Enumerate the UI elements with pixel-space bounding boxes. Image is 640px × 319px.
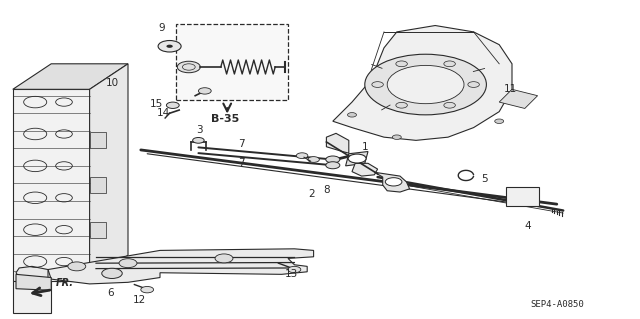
Polygon shape bbox=[16, 266, 48, 281]
Text: 14: 14 bbox=[157, 108, 170, 118]
Text: 7: 7 bbox=[239, 158, 245, 168]
Polygon shape bbox=[13, 64, 128, 89]
Polygon shape bbox=[16, 274, 51, 290]
Text: 10: 10 bbox=[106, 78, 118, 88]
Circle shape bbox=[288, 266, 301, 273]
Text: 13: 13 bbox=[285, 269, 298, 279]
Circle shape bbox=[396, 61, 408, 67]
Text: 8: 8 bbox=[323, 185, 330, 196]
Polygon shape bbox=[326, 133, 349, 153]
Circle shape bbox=[296, 153, 308, 159]
Circle shape bbox=[326, 156, 340, 163]
Circle shape bbox=[177, 61, 200, 73]
Text: 15: 15 bbox=[150, 99, 163, 109]
Circle shape bbox=[396, 102, 407, 108]
Polygon shape bbox=[352, 163, 378, 176]
Text: 9: 9 bbox=[159, 23, 165, 33]
Text: SEP4-A0850: SEP4-A0850 bbox=[530, 300, 584, 309]
Polygon shape bbox=[90, 64, 128, 281]
Polygon shape bbox=[333, 26, 512, 140]
Circle shape bbox=[468, 82, 479, 87]
Circle shape bbox=[348, 154, 366, 163]
Text: B-35: B-35 bbox=[211, 114, 239, 124]
Circle shape bbox=[495, 119, 504, 123]
Text: 11: 11 bbox=[504, 84, 517, 94]
Circle shape bbox=[444, 102, 456, 108]
Circle shape bbox=[102, 268, 122, 278]
Polygon shape bbox=[13, 89, 90, 281]
Circle shape bbox=[392, 135, 401, 139]
Text: 6: 6 bbox=[107, 288, 113, 298]
Text: 4: 4 bbox=[525, 221, 531, 232]
Circle shape bbox=[166, 45, 173, 48]
Text: 1: 1 bbox=[362, 142, 368, 152]
Bar bbox=[176, 24, 288, 100]
Text: 7: 7 bbox=[239, 139, 245, 149]
Circle shape bbox=[198, 88, 211, 94]
Circle shape bbox=[365, 54, 486, 115]
Polygon shape bbox=[90, 177, 106, 193]
Polygon shape bbox=[90, 222, 106, 238]
Polygon shape bbox=[346, 152, 368, 166]
Circle shape bbox=[308, 157, 319, 162]
Text: 5: 5 bbox=[481, 174, 488, 184]
Circle shape bbox=[385, 178, 402, 186]
Circle shape bbox=[68, 262, 86, 271]
Polygon shape bbox=[48, 249, 314, 284]
Polygon shape bbox=[90, 132, 106, 148]
Circle shape bbox=[158, 41, 181, 52]
Circle shape bbox=[141, 286, 154, 293]
Polygon shape bbox=[13, 281, 51, 313]
Polygon shape bbox=[499, 89, 538, 108]
Circle shape bbox=[215, 254, 233, 263]
Circle shape bbox=[193, 137, 204, 143]
Text: 12: 12 bbox=[133, 295, 146, 305]
Circle shape bbox=[166, 102, 179, 108]
Circle shape bbox=[387, 65, 464, 104]
Circle shape bbox=[372, 82, 383, 87]
Circle shape bbox=[444, 61, 456, 67]
Text: 3: 3 bbox=[196, 125, 203, 135]
Bar bbox=[506, 187, 539, 206]
Circle shape bbox=[119, 259, 137, 268]
Circle shape bbox=[348, 113, 356, 117]
Text: 2: 2 bbox=[308, 189, 315, 199]
Text: FR.: FR. bbox=[56, 278, 74, 288]
Circle shape bbox=[326, 162, 340, 169]
Polygon shape bbox=[374, 172, 410, 192]
